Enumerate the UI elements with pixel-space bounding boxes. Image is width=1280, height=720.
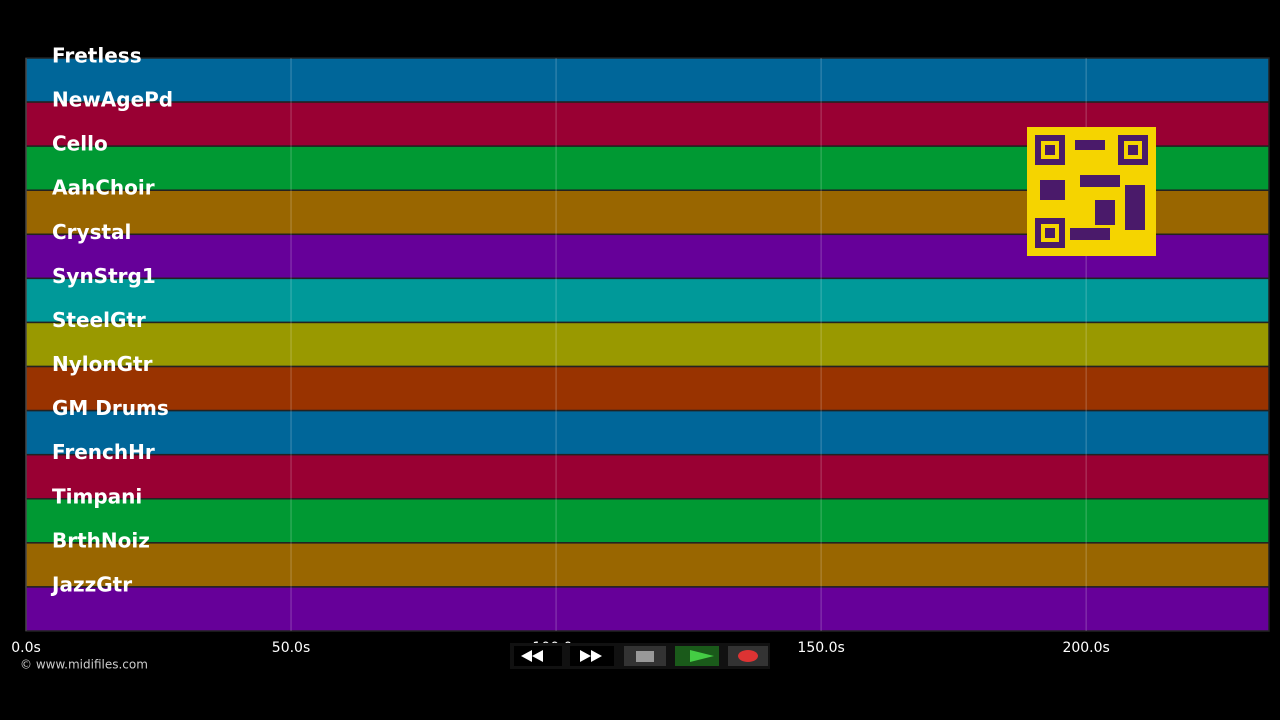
track-band [25, 498, 1270, 544]
track-name: GM Drums [52, 396, 169, 420]
track-name: Timpani [52, 484, 142, 508]
track-band [25, 586, 1270, 632]
track-band [25, 542, 1270, 588]
fast-forward-button[interactable] [570, 646, 614, 666]
track-labels: Fretless NewAgePd Cello AahChoir Crystal SynS… [50, 44, 173, 597]
rewind-button[interactable] [514, 646, 562, 666]
track-name: BrthNoiz [52, 528, 150, 552]
stop-button[interactable] [624, 646, 666, 666]
track-name: FrenchHr [52, 440, 155, 464]
track-band [25, 277, 1270, 324]
time-tick-label: 150.0s [797, 640, 844, 656]
qr-code [1027, 127, 1156, 256]
track-name: NylonGtr [52, 352, 153, 376]
grid [25, 58, 1087, 631]
track-band [25, 453, 1270, 500]
time-tick-label: 0.0s [11, 640, 41, 656]
track-name: Cello [52, 132, 108, 156]
time-tick-label: 200.0s [1062, 640, 1109, 656]
track-band [25, 57, 1270, 103]
track-name: Crystal [52, 220, 131, 244]
track-name: SteelGtr [52, 308, 146, 332]
transport-controls [510, 643, 770, 669]
copyright: © www.midifiles.com [20, 658, 148, 672]
track-name: AahChoir [52, 176, 155, 200]
track-name: SynStrg1 [52, 264, 156, 288]
play-button[interactable] [675, 646, 719, 666]
track-band [25, 365, 1270, 412]
track-name: NewAgePd [52, 88, 173, 112]
record-button[interactable] [728, 646, 768, 666]
track-name: JazzGtr [50, 572, 132, 596]
track-name: Fretless [52, 44, 142, 68]
track-band [25, 409, 1270, 456]
time-tick-label: 50.0s [272, 640, 310, 656]
track-band [25, 321, 1270, 368]
